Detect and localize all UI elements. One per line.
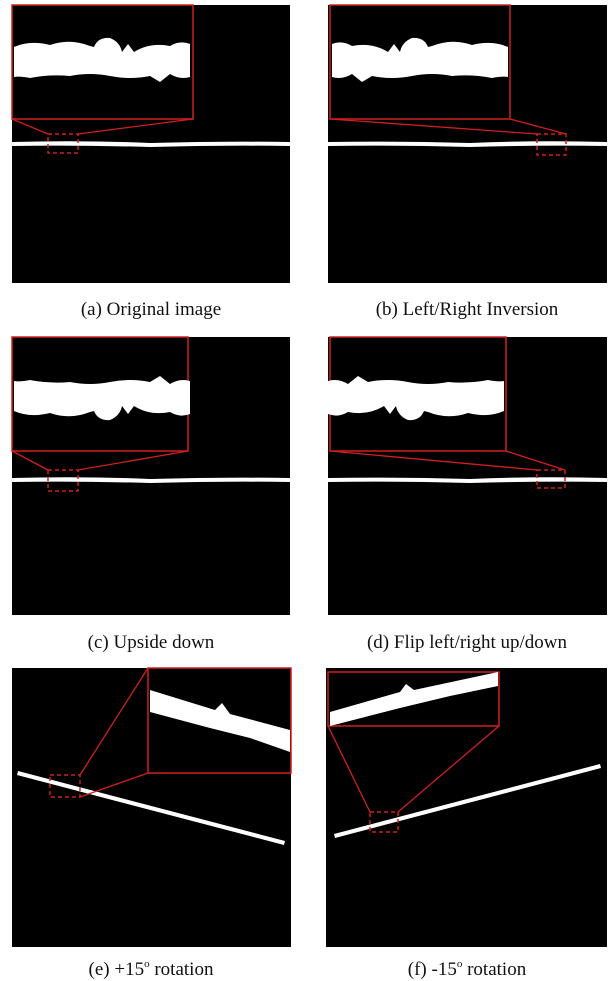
- caption-part: (e) +15: [89, 959, 145, 980]
- panel-f: [326, 668, 607, 947]
- page: {"panels": [ {"caption": "(a) Original i…: [0, 0, 612, 981]
- panel-c: [12, 337, 290, 615]
- caption-part: (f) -15: [408, 959, 457, 980]
- caption-part: rotation: [462, 959, 526, 980]
- caption: (b) Left/Right Inversion: [376, 299, 559, 320]
- caption-part: rotation: [150, 959, 214, 980]
- caption: (c) Upside down: [88, 632, 215, 653]
- panel-d: [328, 337, 607, 615]
- caption: (f) -15o rotation: [408, 958, 527, 980]
- caption: (d) Flip left/right up/down: [367, 632, 568, 653]
- caption: (e) +15o rotation: [89, 958, 214, 980]
- caption: (a) Original image: [81, 299, 221, 320]
- panel-a: [12, 5, 290, 283]
- figure: (a) Original image (b) Left/Right Invers…: [0, 0, 612, 981]
- panel-b: [328, 5, 607, 283]
- panel-e: [12, 668, 291, 947]
